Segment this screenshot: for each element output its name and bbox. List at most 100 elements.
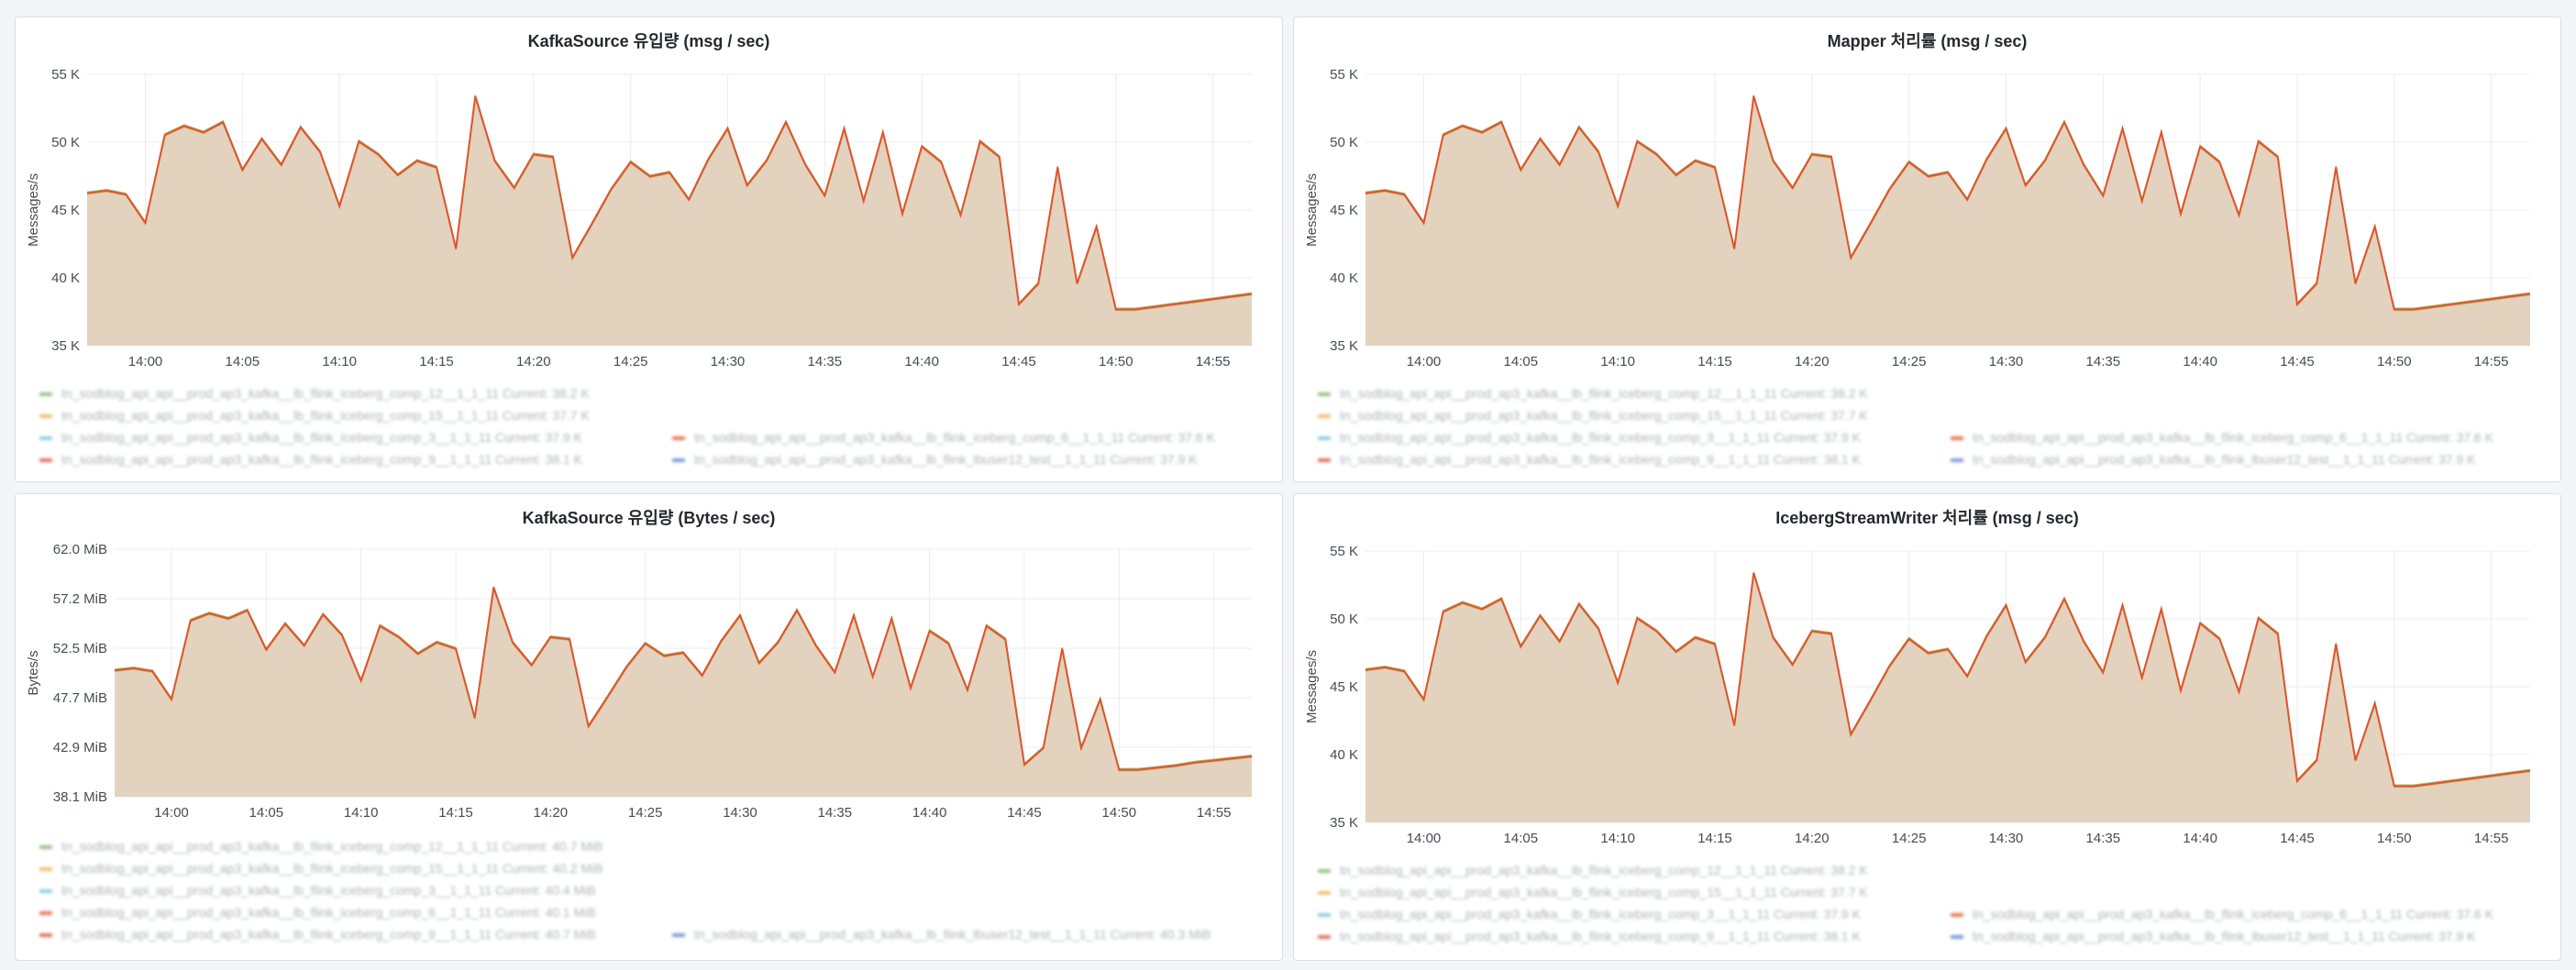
legend: tn_sodblog_api_api__prod_ap3_kafka__lb_f… xyxy=(39,386,1268,478)
legend-label: tn_sodblog_api_api__prod_ap3_kafka__lb_f… xyxy=(61,905,596,920)
legend-item[interactable]: tn_sodblog_api_api__prod_ap3_kafka__lb_f… xyxy=(39,452,582,467)
x-tick-label: 14:35 xyxy=(808,354,843,369)
legend-item[interactable]: tn_sodblog_api_api__prod_ap3_kafka__lb_f… xyxy=(1318,386,1868,401)
legend-item[interactable]: tn_sodblog_api_api__prod_ap3_kafka__lb_f… xyxy=(672,452,1198,467)
x-tick-label: 14:35 xyxy=(2086,354,2121,369)
series-line xyxy=(1365,572,2531,788)
x-tick-label: 14:55 xyxy=(2474,354,2509,369)
series-line xyxy=(114,587,1253,771)
time-series-chart[interactable]: 62.0 MiB 57.2 MiB 52.5 MiB 47.7 MiB 42.9 MiB… xyxy=(16,494,1283,961)
panel-title[interactable]: Mapper 처리률 (msg / sec) xyxy=(1827,32,2028,50)
legend-item[interactable]: tn_sodblog_api_api__prod_ap3_kafka__lb_f… xyxy=(672,430,1215,445)
y-tick-label: 50 K xyxy=(51,135,80,150)
legend-item[interactable]: tn_sodblog_api_api__prod_ap3_kafka__lb_f… xyxy=(39,883,596,898)
x-tick-label: 14:55 xyxy=(1197,805,1232,821)
legend-item[interactable]: tn_sodblog_api_api__prod_ap3_kafka__lb_f… xyxy=(672,927,1211,942)
legend-swatch xyxy=(39,845,52,850)
legend-label: tn_sodblog_api_api__prod_ap3_kafka__lb_f… xyxy=(1973,430,2493,445)
x-tick-label: 14:45 xyxy=(2280,831,2315,846)
legend-label: tn_sodblog_api_api__prod_ap3_kafka__lb_f… xyxy=(61,452,582,467)
legend-swatch xyxy=(1318,913,1331,918)
legend-item[interactable]: tn_sodblog_api_api__prod_ap3_kafka__lb_f… xyxy=(1951,452,2476,467)
legend-swatch xyxy=(1318,392,1331,397)
panel-iceberg-writer-msg[interactable]: IcebergStreamWriter 처리률 (msg / sec) 55 K… xyxy=(1293,493,2561,961)
x-tick-label: 14:10 xyxy=(1600,354,1635,369)
legend-item[interactable]: tn_sodblog_api_api__prod_ap3_kafka__lb_f… xyxy=(39,408,590,423)
x-tick-label: 14:10 xyxy=(322,354,357,369)
panel-title[interactable]: KafkaSource 유입량 (msg / sec) xyxy=(527,32,770,50)
legend-swatch xyxy=(672,933,685,938)
legend-label: tn_sodblog_api_api__prod_ap3_kafka__lb_f… xyxy=(1340,863,1868,877)
x-tick-label: 14:25 xyxy=(1892,831,1927,846)
y-tick-label: 62.0 MiB xyxy=(53,542,107,557)
legend-item[interactable]: tn_sodblog_api_api__prod_ap3_kafka__lb_f… xyxy=(39,430,582,445)
legend-label: tn_sodblog_api_api__prod_ap3_kafka__lb_f… xyxy=(61,839,603,854)
y-axis-label: Messages/s xyxy=(1304,173,1320,247)
legend-swatch xyxy=(39,414,52,419)
x-tick-label: 14:30 xyxy=(1989,354,2024,369)
legend-item[interactable]: tn_sodblog_api_api__prod_ap3_kafka__lb_f… xyxy=(39,839,603,854)
x-tick-label: 14:00 xyxy=(1407,831,1442,846)
x-tick-label: 14:45 xyxy=(1001,354,1036,369)
legend-item[interactable]: tn_sodblog_api_api__prod_ap3_kafka__lb_f… xyxy=(1951,929,2476,943)
legend-label: tn_sodblog_api_api__prod_ap3_kafka__lb_f… xyxy=(694,452,1198,467)
y-tick-label: 35 K xyxy=(51,338,80,354)
x-tick-label: 14:15 xyxy=(1697,354,1732,369)
legend-label: tn_sodblog_api_api__prod_ap3_kafka__lb_f… xyxy=(61,927,596,942)
panel-kafka-bytes[interactable]: KafkaSource 유입량 (Bytes / sec) 62.0 MiB 57… xyxy=(15,493,1283,961)
legend-item[interactable]: tn_sodblog_api_api__prod_ap3_kafka__lb_f… xyxy=(39,861,603,876)
legend-swatch xyxy=(39,392,52,397)
legend-swatch xyxy=(39,458,52,463)
legend-item[interactable]: tn_sodblog_api_api__prod_ap3_kafka__lb_f… xyxy=(1318,430,1861,445)
time-series-chart[interactable]: 55 K 50 K 45 K 40 K 35 K 14:00 14:05 14:10 14:15… xyxy=(1294,17,2561,482)
legend-item[interactable]: tn_sodblog_api_api__prod_ap3_kafka__lb_f… xyxy=(39,927,596,942)
x-tick-label: 14:40 xyxy=(912,805,947,821)
x-tick-label: 14:20 xyxy=(1795,831,1830,846)
time-series-chart[interactable]: 55 K 50 K 45 K 40 K 35 K 14:00 14:05 14:10 14:15… xyxy=(1294,494,2561,961)
legend-swatch xyxy=(1951,458,1963,463)
legend-label: tn_sodblog_api_api__prod_ap3_kafka__lb_f… xyxy=(61,861,603,876)
legend-label: tn_sodblog_api_api__prod_ap3_kafka__lb_f… xyxy=(694,430,1215,445)
legend-swatch xyxy=(39,867,52,872)
legend-item[interactable]: tn_sodblog_api_api__prod_ap3_kafka__lb_f… xyxy=(39,386,590,401)
x-tick-label: 14:15 xyxy=(438,805,473,821)
legend-swatch xyxy=(1951,913,1963,918)
legend-item[interactable]: tn_sodblog_api_api__prod_ap3_kafka__lb_f… xyxy=(1318,929,1861,943)
y-tick-label: 45 K xyxy=(1330,679,1358,695)
panel-kafka-msg[interactable]: KafkaSource 유입량 (msg / sec) 55 K 50 K 45 K… xyxy=(15,17,1283,482)
legend-swatch xyxy=(39,933,52,938)
time-series-chart[interactable]: 55 K 50 K 45 K 40 K 35 K 14:00 14:05 14:10 14:15… xyxy=(16,17,1283,482)
legend-item[interactable]: tn_sodblog_api_api__prod_ap3_kafka__lb_f… xyxy=(1951,430,2493,445)
y-tick-label: 50 K xyxy=(1330,135,1358,150)
x-tick-label: 14:25 xyxy=(614,354,648,369)
y-tick-label: 55 K xyxy=(51,67,80,83)
panel-title[interactable]: IcebergStreamWriter 처리률 (msg / sec) xyxy=(1775,509,2079,527)
x-tick-label: 14:20 xyxy=(516,354,551,369)
x-tick-label: 14:10 xyxy=(344,805,379,821)
x-tick-label: 14:40 xyxy=(2183,354,2217,369)
y-tick-label: 35 K xyxy=(1330,338,1358,354)
legend-item[interactable]: tn_sodblog_api_api__prod_ap3_kafka__lb_f… xyxy=(39,905,596,920)
x-tick-label: 14:50 xyxy=(1099,354,1133,369)
legend-item[interactable]: tn_sodblog_api_api__prod_ap3_kafka__lb_f… xyxy=(1318,863,1868,877)
y-tick-label: 55 K xyxy=(1330,67,1358,83)
y-tick-label: 45 K xyxy=(1330,203,1358,218)
legend-item[interactable]: tn_sodblog_api_api__prod_ap3_kafka__lb_f… xyxy=(1318,408,1868,423)
x-tick-label: 14:50 xyxy=(2377,831,2412,846)
x-tick-label: 14:55 xyxy=(2474,831,2509,846)
legend-label: tn_sodblog_api_api__prod_ap3_kafka__lb_f… xyxy=(1340,386,1868,401)
legend: tn_sodblog_api_api__prod_ap3_kafka__lb_f… xyxy=(39,839,1268,958)
y-axis-label: Messages/s xyxy=(26,173,41,247)
x-tick-label: 14:05 xyxy=(1504,831,1539,846)
panel-title[interactable]: KafkaSource 유입량 (Bytes / sec) xyxy=(522,509,776,527)
legend-item[interactable]: tn_sodblog_api_api__prod_ap3_kafka__lb_f… xyxy=(1318,885,1868,899)
series-line xyxy=(1365,95,2531,311)
legend-label: tn_sodblog_api_api__prod_ap3_kafka__lb_f… xyxy=(61,430,582,445)
panel-mapper-msg[interactable]: Mapper 처리률 (msg / sec) 55 K 50 K 45 K 40 K 3… xyxy=(1293,17,2561,482)
x-tick-label: 14:25 xyxy=(628,805,663,821)
legend-swatch xyxy=(39,889,52,894)
legend-item[interactable]: tn_sodblog_api_api__prod_ap3_kafka__lb_f… xyxy=(1318,907,1861,921)
legend-item[interactable]: tn_sodblog_api_api__prod_ap3_kafka__lb_f… xyxy=(1318,452,1861,467)
x-tick-label: 14:20 xyxy=(534,805,569,821)
legend-item[interactable]: tn_sodblog_api_api__prod_ap3_kafka__lb_f… xyxy=(1951,907,2493,921)
